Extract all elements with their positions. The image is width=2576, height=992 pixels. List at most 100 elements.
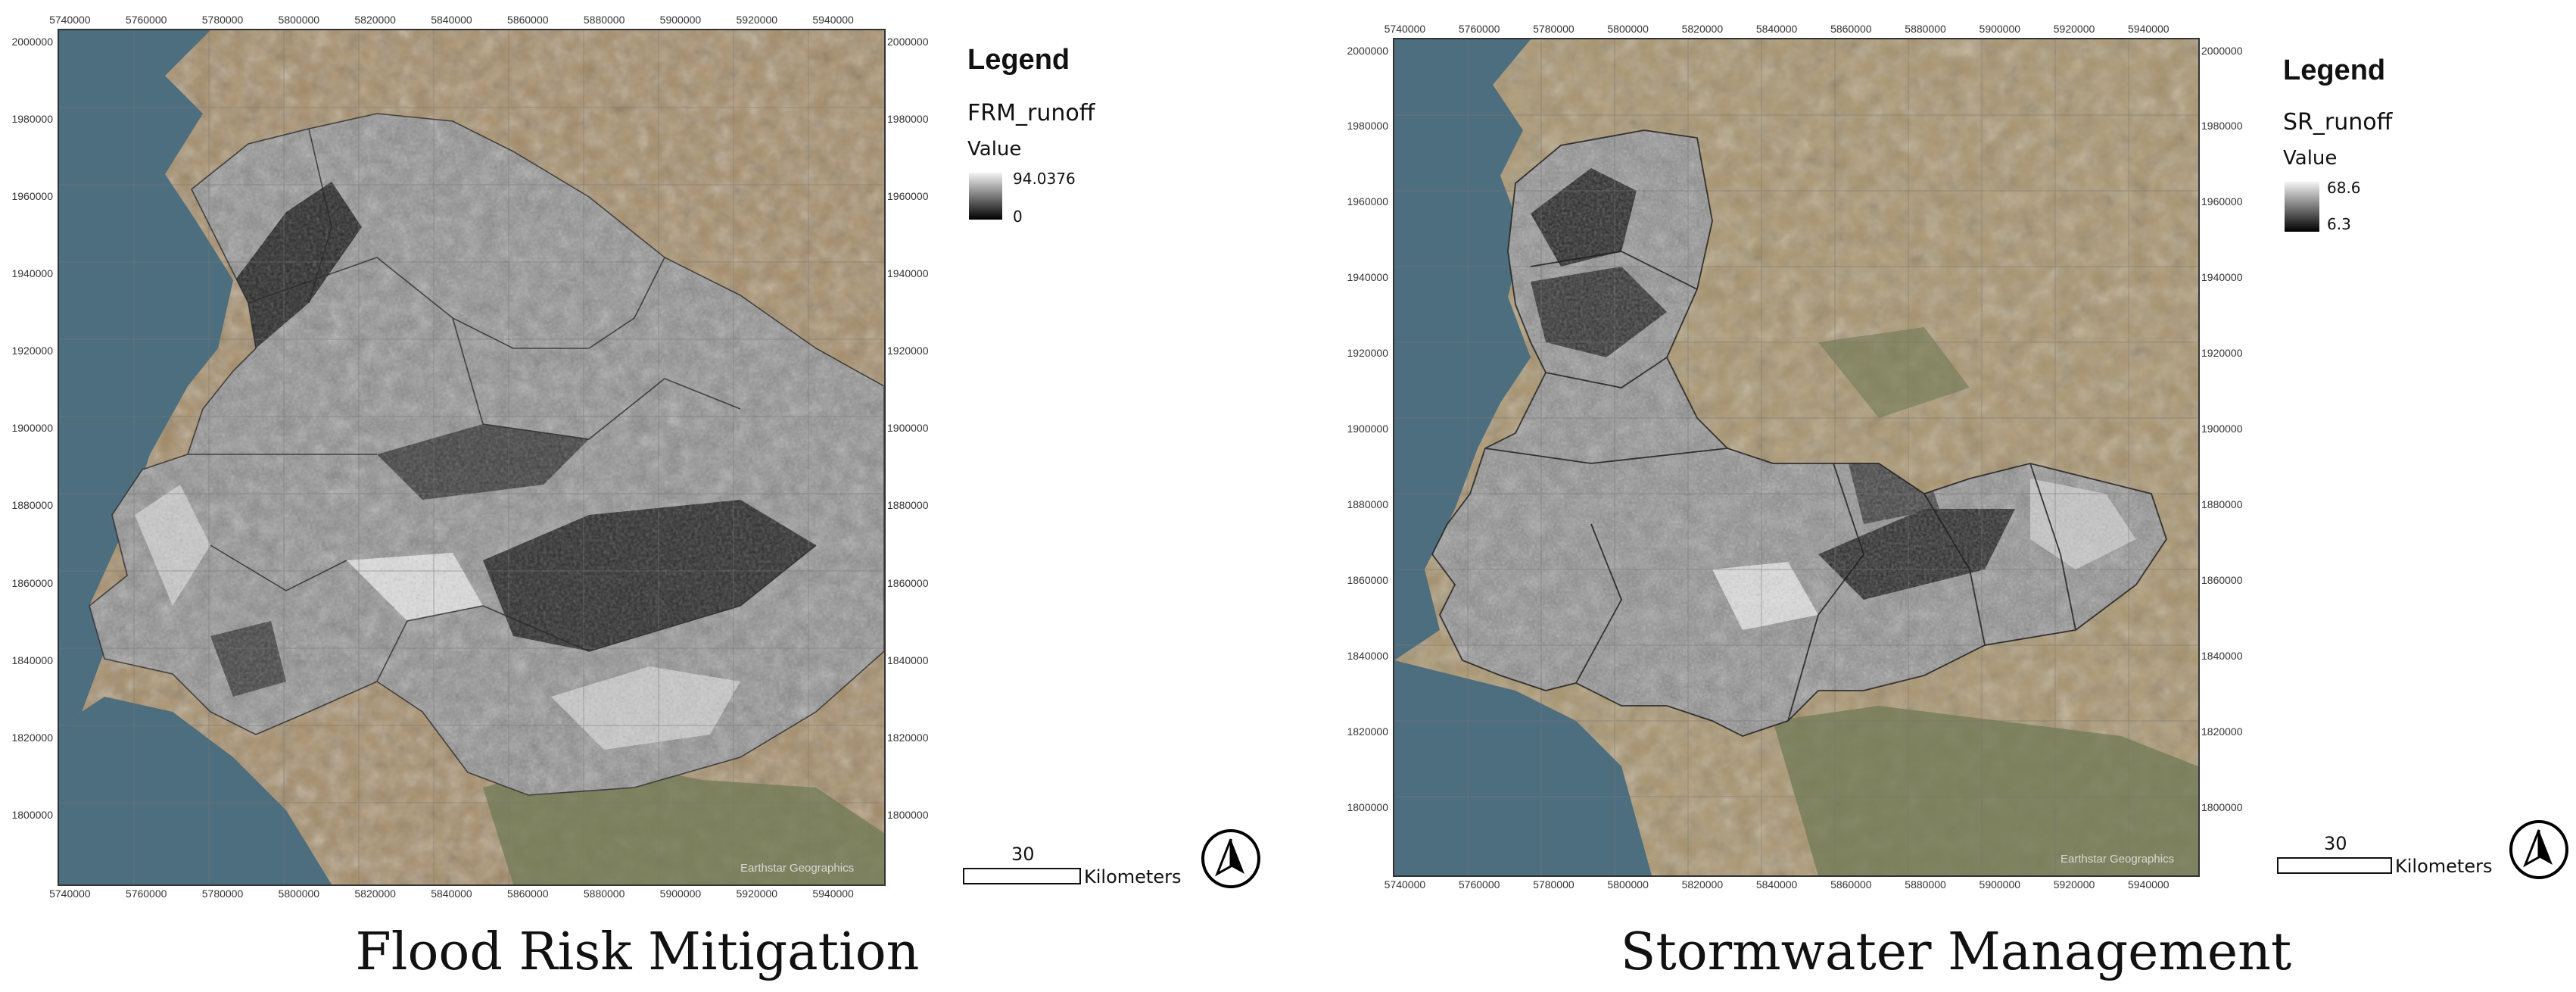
legend-min-value: 0 (1013, 207, 1023, 226)
y-tick-label: 1880000 (887, 499, 929, 512)
sea-area-south (1394, 660, 1652, 875)
x-tick-label: 5780000 (1533, 878, 1575, 891)
x-tick-label: 5740000 (1384, 23, 1426, 35)
y-tick-label: 1980000 (887, 113, 929, 125)
basemap-attribution: Earthstar Geographics (740, 862, 855, 875)
y-tick-label: 1900000 (887, 422, 929, 435)
y-tick-label: 2000000 (2201, 44, 2243, 57)
y-tick-label: 1840000 (2201, 649, 2243, 662)
subcatchment-boundaries (89, 113, 884, 796)
y-tick-label: 1940000 (1347, 271, 1388, 284)
scale-unit: Kilometers (1084, 866, 1182, 887)
x-tick-label: 5920000 (736, 14, 778, 26)
legend-value-label: Value (967, 138, 1022, 161)
y-tick-label: 1860000 (887, 576, 929, 589)
y-tick-label: 1860000 (2201, 573, 2243, 586)
legend-color-ramp (2285, 182, 2319, 232)
y-tick-label: 1940000 (887, 267, 929, 280)
map-canvas (59, 30, 884, 884)
scale-unit: Kilometers (2395, 856, 2493, 877)
legend-value-label: Value (2283, 147, 2338, 170)
legend-color-ramp (969, 173, 1002, 220)
x-tick-label: 5860000 (507, 14, 549, 26)
x-tick-label: 5820000 (1681, 878, 1724, 891)
legend-title: Legend (967, 44, 1070, 76)
x-tick-label: 5920000 (2053, 878, 2095, 891)
scale-bar (2277, 857, 2392, 874)
map-grid (59, 30, 884, 884)
y-tick-label: 1820000 (2201, 725, 2243, 738)
map-panel-left: Earthstar Geographics 5740000 5740000 5760… (0, 0, 1287, 992)
x-tick-label: 5780000 (201, 14, 244, 26)
x-tick-label: 5760000 (1458, 878, 1500, 891)
y-tick-label: 1960000 (1347, 195, 1388, 208)
x-tick-label: 5780000 (201, 887, 244, 900)
x-tick-label: 5820000 (354, 887, 396, 900)
x-tick-label: 5940000 (812, 887, 854, 900)
north-arrow-icon (2509, 820, 2568, 879)
y-tick-label: 2000000 (887, 35, 929, 48)
y-tick-label: 1880000 (2201, 498, 2243, 511)
x-tick-label: 5840000 (431, 14, 472, 26)
x-tick-label: 5860000 (507, 887, 549, 900)
legend-title: Legend (2283, 55, 2386, 86)
y-tick-label: 1820000 (887, 731, 929, 744)
y-tick-label: 1820000 (11, 731, 53, 744)
map-panel-right: Earthstar Geographics 5740000 5740000 5760… (1287, 0, 2576, 992)
x-tick-label: 5760000 (1458, 23, 1500, 35)
y-tick-label: 1880000 (11, 499, 53, 512)
sea-area (59, 30, 233, 727)
x-tick-label: 5900000 (659, 887, 702, 900)
map-frame: Earthstar Geographics (58, 29, 886, 886)
scale-bar (963, 868, 1081, 884)
y-tick-label: 1960000 (2201, 195, 2243, 208)
map-grid (1394, 39, 2198, 875)
legend-min-value: 6.3 (2327, 215, 2351, 233)
legend-max-value: 68.6 (2327, 179, 2361, 197)
y-tick-label: 1900000 (2201, 423, 2243, 435)
y-tick-label: 1940000 (2201, 271, 2243, 284)
x-tick-label: 5840000 (431, 887, 472, 900)
x-tick-label: 5800000 (278, 887, 320, 900)
map-canvas (1394, 39, 2198, 875)
y-tick-label: 1860000 (11, 576, 53, 589)
sea-area-south (59, 697, 332, 884)
x-tick-label: 5940000 (2128, 23, 2170, 35)
y-tick-label: 1980000 (11, 113, 53, 125)
x-tick-label: 5820000 (1681, 23, 1724, 35)
y-tick-label: 1960000 (887, 190, 929, 203)
y-tick-label: 1900000 (1347, 423, 1388, 435)
map-caption: Stormwater Management (1620, 922, 2292, 982)
x-tick-label: 5900000 (1979, 878, 2021, 891)
y-tick-label: 1800000 (887, 808, 929, 821)
x-tick-label: 5760000 (125, 14, 167, 26)
y-tick-label: 1800000 (2201, 800, 2243, 813)
x-tick-label: 5840000 (1755, 23, 1798, 35)
y-tick-label: 1840000 (11, 654, 53, 666)
y-tick-label: 1800000 (1347, 800, 1388, 813)
y-tick-label: 1920000 (11, 345, 53, 357)
y-tick-label: 1880000 (1347, 498, 1388, 511)
x-tick-label: 5800000 (1607, 878, 1649, 891)
runoff-raster (89, 114, 884, 795)
x-tick-label: 5860000 (1830, 878, 1872, 891)
x-tick-label: 5760000 (125, 887, 167, 900)
lowland-area (1773, 706, 2198, 875)
legend-layer-name: FRM_runoff (967, 100, 1095, 126)
x-tick-label: 5940000 (812, 14, 854, 26)
map-frame: Earthstar Geographics (1393, 38, 2200, 877)
basemap-attribution: Earthstar Geographics (2060, 853, 2175, 866)
north-arrow-icon (1201, 829, 1260, 888)
y-tick-label: 2000000 (11, 35, 53, 48)
x-tick-label: 5800000 (1607, 23, 1649, 35)
x-tick-label: 5820000 (354, 14, 396, 26)
y-tick-label: 1980000 (1347, 120, 1388, 133)
y-tick-label: 1840000 (887, 654, 929, 666)
x-tick-label: 5880000 (1905, 878, 1946, 891)
y-tick-label: 1860000 (1347, 573, 1388, 586)
legend-layer-name: SR_runoff (2283, 109, 2393, 136)
x-tick-label: 5920000 (736, 887, 778, 900)
x-tick-label: 5740000 (49, 14, 91, 26)
y-tick-label: 1980000 (2201, 120, 2243, 133)
y-tick-label: 1900000 (11, 422, 53, 435)
